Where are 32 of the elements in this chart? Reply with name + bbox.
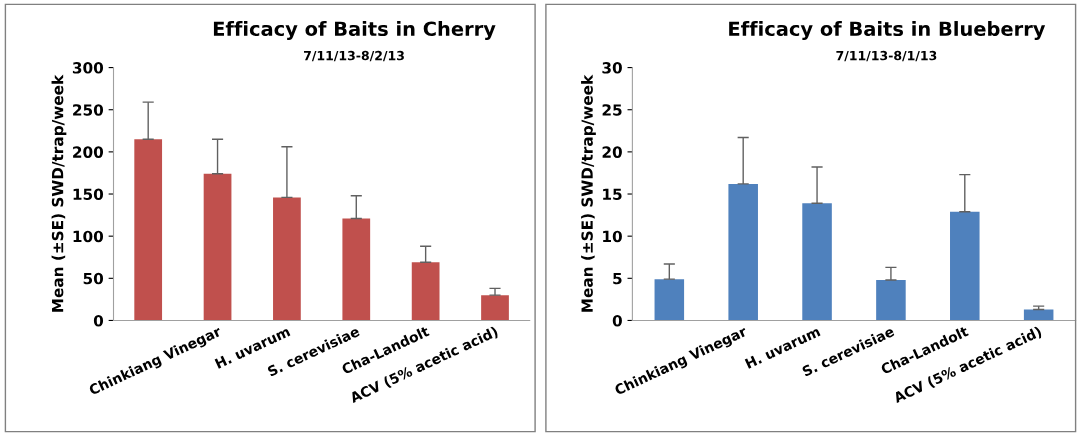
bar (342, 218, 371, 321)
y-tick-label: 25 (602, 104, 622, 116)
bar (203, 173, 232, 321)
chart-subtitle: 7/11/13-8/2/13 (304, 50, 404, 62)
bar (1023, 309, 1054, 321)
bar (802, 203, 832, 321)
bar (481, 295, 509, 321)
y-tick-label: 10 (603, 230, 622, 243)
bar (273, 197, 301, 321)
y-tick-label: 0 (93, 314, 104, 327)
y-tick-label: 20 (602, 146, 622, 158)
y-axis-title: Mean (±SE) SWD/trap/week (51, 74, 67, 312)
y-tick-label: 30 (602, 62, 622, 74)
chart-title: Efficacy of Baits in Cherry (213, 21, 496, 41)
y-tick-label: 5 (613, 272, 622, 285)
y-tick-label: 100 (73, 230, 104, 243)
bar (876, 280, 906, 321)
chart-title: Efficacy of Baits in Blueberry (729, 21, 1046, 41)
y-tick-label: 50 (83, 272, 104, 285)
bar (134, 139, 163, 321)
bar (411, 262, 440, 321)
bar (950, 211, 980, 321)
bar (728, 183, 758, 321)
y-axis-title: Mean (±SE) SWD/trap/week (581, 74, 596, 312)
y-tick-label: 300 (72, 62, 104, 74)
y-tick-label: 15 (603, 188, 622, 201)
y-tick-label: 250 (73, 104, 104, 116)
y-tick-label: 0 (612, 314, 622, 327)
bar (654, 279, 685, 321)
chart-subtitle: 7/11/13-8/1/13 (836, 50, 937, 62)
y-tick-label: 200 (73, 146, 104, 158)
y-tick-label: 150 (73, 188, 104, 201)
